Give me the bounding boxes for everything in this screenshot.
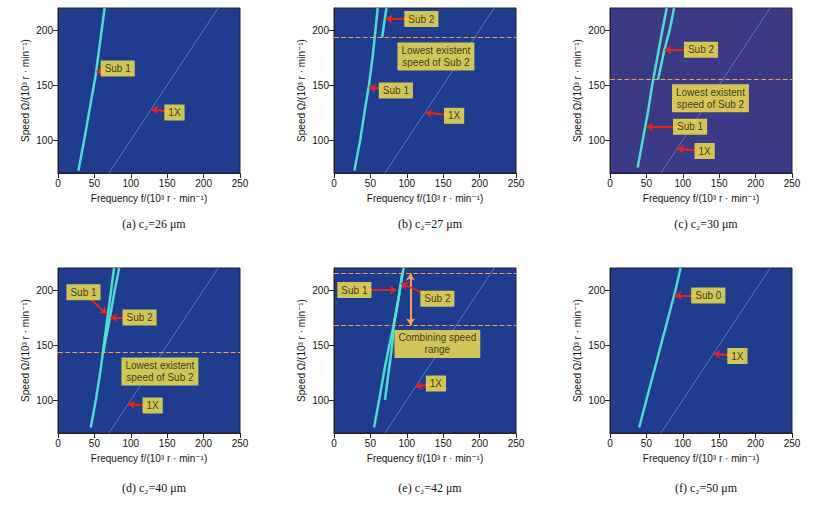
svg-text:100: 100 bbox=[674, 438, 691, 449]
svg-text:100: 100 bbox=[588, 395, 605, 406]
svg-text:200: 200 bbox=[36, 285, 53, 296]
svg-text:(d) c₂=40 μm: (d) c₂=40 μm bbox=[122, 481, 187, 495]
svg-text:1X: 1X bbox=[168, 107, 181, 118]
svg-text:Combining speed: Combining speed bbox=[398, 332, 476, 343]
svg-text:1X: 1X bbox=[699, 146, 712, 157]
svg-text:250: 250 bbox=[232, 438, 249, 449]
svg-text:Sub 0: Sub 0 bbox=[695, 290, 722, 301]
svg-text:0: 0 bbox=[331, 178, 337, 189]
svg-text:Speed Ω/(10³ r · min⁻¹): Speed Ω/(10³ r · min⁻¹) bbox=[296, 299, 307, 402]
svg-text:200: 200 bbox=[471, 438, 488, 449]
svg-text:50: 50 bbox=[89, 178, 101, 189]
svg-text:150: 150 bbox=[435, 438, 452, 449]
svg-text:Sub 2: Sub 2 bbox=[424, 293, 451, 304]
svg-text:Sub 2: Sub 2 bbox=[408, 14, 435, 25]
svg-text:200: 200 bbox=[588, 285, 605, 296]
svg-text:100: 100 bbox=[398, 178, 415, 189]
svg-text:speed of Sub 2: speed of Sub 2 bbox=[677, 99, 745, 110]
svg-text:1X: 1X bbox=[731, 351, 744, 362]
svg-text:250: 250 bbox=[784, 438, 801, 449]
svg-text:Sub 1: Sub 1 bbox=[70, 287, 97, 298]
svg-text:Frequency f/(10³ r · min⁻¹): Frequency f/(10³ r · min⁻¹) bbox=[367, 193, 483, 204]
svg-text:150: 150 bbox=[588, 340, 605, 351]
svg-text:150: 150 bbox=[36, 80, 53, 91]
svg-text:50: 50 bbox=[365, 438, 377, 449]
svg-text:100: 100 bbox=[122, 438, 139, 449]
svg-text:(e) c₂=42 μm: (e) c₂=42 μm bbox=[398, 481, 462, 495]
svg-text:150: 150 bbox=[711, 178, 728, 189]
svg-text:0: 0 bbox=[607, 438, 613, 449]
svg-text:100: 100 bbox=[122, 178, 139, 189]
svg-text:200: 200 bbox=[747, 178, 764, 189]
svg-text:250: 250 bbox=[508, 178, 525, 189]
svg-text:Sub 2: Sub 2 bbox=[126, 312, 153, 323]
svg-text:Sub 1: Sub 1 bbox=[677, 121, 704, 132]
svg-text:Speed Ω/(10³ r · min⁻¹): Speed Ω/(10³ r · min⁻¹) bbox=[296, 39, 307, 142]
svg-text:150: 150 bbox=[36, 340, 53, 351]
svg-text:Lowest existent: Lowest existent bbox=[676, 87, 745, 98]
svg-text:Lowest existent: Lowest existent bbox=[401, 45, 470, 56]
svg-text:speed of Sub 2: speed of Sub 2 bbox=[126, 372, 194, 383]
svg-text:200: 200 bbox=[747, 438, 764, 449]
svg-text:1X: 1X bbox=[430, 378, 443, 389]
svg-text:(f) c₂=50 μm: (f) c₂=50 μm bbox=[675, 481, 738, 495]
svg-text:Sub 1: Sub 1 bbox=[105, 63, 132, 74]
svg-text:200: 200 bbox=[195, 438, 212, 449]
svg-text:150: 150 bbox=[711, 438, 728, 449]
svg-text:(a) c₂=26 μm: (a) c₂=26 μm bbox=[122, 217, 186, 231]
svg-text:100: 100 bbox=[674, 178, 691, 189]
svg-text:0: 0 bbox=[55, 178, 61, 189]
svg-text:150: 150 bbox=[312, 340, 329, 351]
svg-text:200: 200 bbox=[312, 25, 329, 36]
svg-text:200: 200 bbox=[471, 178, 488, 189]
svg-text:200: 200 bbox=[36, 25, 53, 36]
svg-text:1X: 1X bbox=[147, 400, 160, 411]
svg-text:range: range bbox=[425, 344, 451, 355]
svg-text:Sub 1: Sub 1 bbox=[341, 285, 368, 296]
svg-text:100: 100 bbox=[312, 395, 329, 406]
svg-text:200: 200 bbox=[312, 285, 329, 296]
svg-text:50: 50 bbox=[641, 178, 653, 189]
svg-text:100: 100 bbox=[36, 135, 53, 146]
svg-text:Speed Ω/(10³ r · min⁻¹): Speed Ω/(10³ r · min⁻¹) bbox=[572, 39, 583, 142]
svg-text:Frequency f/(10³ r · min⁻¹): Frequency f/(10³ r · min⁻¹) bbox=[367, 453, 483, 464]
svg-text:150: 150 bbox=[588, 80, 605, 91]
svg-text:Speed Ω/(10³ r · min⁻¹): Speed Ω/(10³ r · min⁻¹) bbox=[572, 299, 583, 402]
svg-text:50: 50 bbox=[641, 438, 653, 449]
svg-text:150: 150 bbox=[159, 438, 176, 449]
svg-text:100: 100 bbox=[312, 135, 329, 146]
svg-text:Frequency f/(10³ r · min⁻¹): Frequency f/(10³ r · min⁻¹) bbox=[91, 193, 207, 204]
svg-text:100: 100 bbox=[398, 438, 415, 449]
svg-text:Sub 2: Sub 2 bbox=[688, 44, 715, 55]
svg-text:Lowest existent: Lowest existent bbox=[125, 360, 194, 371]
svg-text:(b) c₂=27 μm: (b) c₂=27 μm bbox=[398, 217, 463, 231]
svg-text:150: 150 bbox=[159, 178, 176, 189]
svg-text:50: 50 bbox=[89, 438, 101, 449]
svg-text:0: 0 bbox=[607, 178, 613, 189]
svg-text:(c) c₂=30 μm: (c) c₂=30 μm bbox=[674, 217, 738, 231]
svg-text:100: 100 bbox=[36, 395, 53, 406]
svg-text:150: 150 bbox=[435, 178, 452, 189]
svg-text:1X: 1X bbox=[448, 110, 461, 121]
svg-text:speed of Sub 2: speed of Sub 2 bbox=[402, 57, 470, 68]
svg-text:250: 250 bbox=[232, 178, 249, 189]
svg-text:50: 50 bbox=[365, 178, 377, 189]
svg-text:0: 0 bbox=[55, 438, 61, 449]
svg-text:Speed Ω/(10³ r · min⁻¹): Speed Ω/(10³ r · min⁻¹) bbox=[20, 39, 31, 142]
svg-text:Speed Ω/(10³ r · min⁻¹): Speed Ω/(10³ r · min⁻¹) bbox=[20, 299, 31, 402]
svg-text:150: 150 bbox=[312, 80, 329, 91]
svg-text:200: 200 bbox=[195, 178, 212, 189]
svg-text:100: 100 bbox=[588, 135, 605, 146]
svg-text:Frequency f/(10³ r · min⁻¹): Frequency f/(10³ r · min⁻¹) bbox=[91, 453, 207, 464]
svg-text:250: 250 bbox=[784, 178, 801, 189]
svg-text:250: 250 bbox=[508, 438, 525, 449]
svg-text:0: 0 bbox=[331, 438, 337, 449]
svg-text:Sub 1: Sub 1 bbox=[383, 85, 410, 96]
svg-text:Frequency f/(10³ r · min⁻¹): Frequency f/(10³ r · min⁻¹) bbox=[643, 193, 759, 204]
svg-text:200: 200 bbox=[588, 25, 605, 36]
svg-text:Frequency f/(10³ r · min⁻¹): Frequency f/(10³ r · min⁻¹) bbox=[643, 453, 759, 464]
